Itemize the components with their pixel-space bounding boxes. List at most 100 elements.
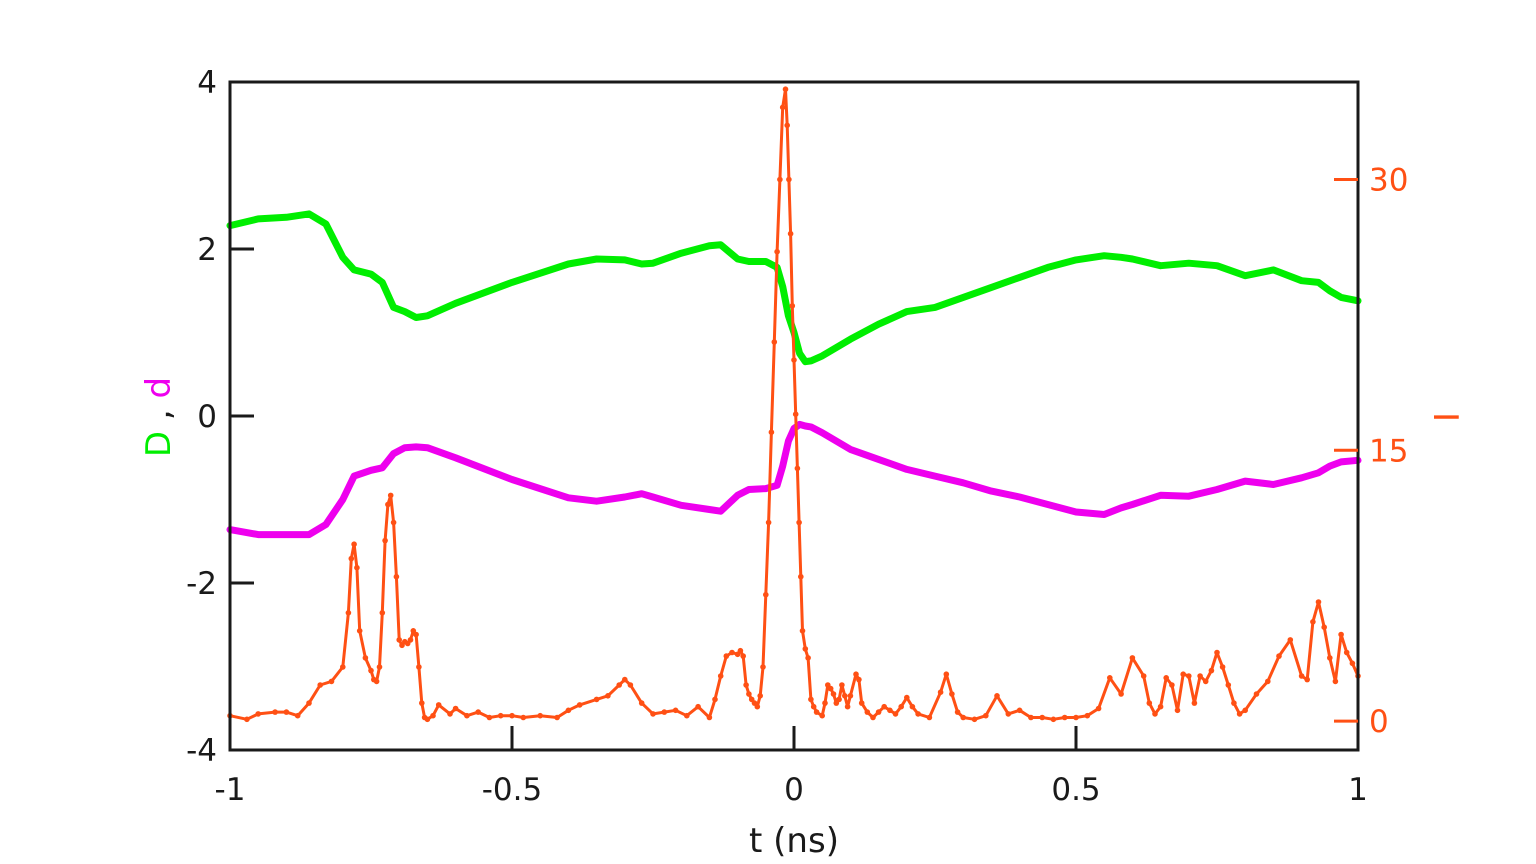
data-point-I xyxy=(376,664,383,670)
data-point-I xyxy=(1005,711,1012,717)
data-point-I xyxy=(864,709,871,715)
data-point-I xyxy=(475,709,482,715)
data-point-I xyxy=(784,122,790,129)
data-point-I xyxy=(306,700,312,706)
data-point-I xyxy=(760,664,766,670)
data-point-I xyxy=(1016,707,1023,714)
data-point-I xyxy=(430,712,436,719)
data-point-I xyxy=(971,716,978,723)
data-point-I xyxy=(1310,619,1316,625)
series-line-D xyxy=(226,210,1362,366)
data-point-I xyxy=(842,693,848,699)
data-point-I xyxy=(1208,667,1215,674)
series-line-d xyxy=(226,420,1362,539)
data-point-I xyxy=(565,707,572,714)
y-left-tick-label: 2 xyxy=(197,232,217,268)
data-point-I xyxy=(1202,678,1209,685)
x-axis: -1 -0.5 0 0.5 1 xyxy=(215,726,1368,808)
data-point-I xyxy=(1287,637,1294,643)
data-point-I xyxy=(1169,682,1175,688)
data-point-I xyxy=(616,682,622,688)
data-point-I xyxy=(1304,676,1310,683)
data-point-I xyxy=(870,714,876,721)
data-point-I xyxy=(497,712,504,719)
data-point-I xyxy=(706,714,713,721)
data-point-I xyxy=(847,693,854,699)
data-point-I xyxy=(396,637,403,643)
data-point-I xyxy=(424,716,431,723)
data-point-I xyxy=(836,696,842,703)
data-point-I xyxy=(774,248,780,255)
y-axis-left-label-part-2: d xyxy=(139,377,179,399)
y-right-tick-label: 30 xyxy=(1369,162,1408,198)
data-point-I xyxy=(949,691,955,697)
data-point-I xyxy=(810,703,817,710)
data-point-I xyxy=(407,637,414,643)
data-point-I xyxy=(356,628,363,634)
y-axis-left-label-part-1: , xyxy=(139,398,179,430)
data-point-I xyxy=(382,537,388,544)
data-point-I xyxy=(791,357,797,363)
data-point-I xyxy=(1095,705,1102,712)
data-point-I xyxy=(593,696,600,703)
data-point-I xyxy=(1265,678,1271,685)
data-point-I xyxy=(782,86,789,92)
data-point-I xyxy=(1253,691,1260,697)
data-point-I xyxy=(875,709,882,715)
data-point-I xyxy=(345,610,352,616)
series-line-I xyxy=(228,87,1360,721)
data-point-I xyxy=(1163,675,1169,681)
data-point-I xyxy=(283,709,290,715)
data-point-I xyxy=(638,700,645,706)
data-point-I xyxy=(858,700,865,706)
x-tick-label: -0.5 xyxy=(482,772,543,808)
data-point-I xyxy=(605,693,611,699)
data-point-I xyxy=(898,703,904,710)
data-point-I xyxy=(740,653,746,659)
data-point-I xyxy=(1338,631,1344,638)
data-point-I xyxy=(763,591,769,598)
data-point-I xyxy=(390,519,397,526)
data-point-I xyxy=(1146,700,1153,706)
data-point-I xyxy=(954,709,961,715)
data-point-I xyxy=(943,671,950,677)
data-point-I xyxy=(960,714,966,721)
data-point-I xyxy=(771,339,778,345)
data-point-I xyxy=(827,685,834,692)
x-axis-label: t (ns) xyxy=(749,821,839,861)
data-point-I xyxy=(1140,673,1147,679)
data-point-I xyxy=(362,655,369,661)
data-point-I xyxy=(746,691,752,697)
data-point-I xyxy=(805,655,811,661)
data-point-I xyxy=(351,541,357,547)
data-point-I xyxy=(1061,714,1068,721)
data-point-I xyxy=(743,682,749,688)
x-tick-label: 0.5 xyxy=(1051,772,1100,808)
y-axis-right-label: I xyxy=(1425,412,1465,422)
data-point-I xyxy=(294,712,301,719)
y-axis-right: 30 15 0 xyxy=(1334,162,1408,740)
data-point-I xyxy=(830,691,837,697)
data-point-I xyxy=(1084,712,1091,719)
data-point-I xyxy=(1327,655,1333,661)
data-point-I xyxy=(839,682,845,688)
data-point-I xyxy=(768,429,775,436)
data-point-I xyxy=(822,700,828,706)
data-point-I xyxy=(1186,673,1192,679)
y-left-tick-label: -2 xyxy=(186,566,217,602)
data-point-I xyxy=(737,647,744,654)
data-point-I xyxy=(244,716,250,723)
data-point-I xyxy=(1107,675,1113,681)
data-point-I xyxy=(853,671,859,677)
y-axis-left: 4 2 0 -2 -4 xyxy=(186,65,254,769)
y-left-tick-label: 0 xyxy=(197,399,217,435)
data-point-I xyxy=(779,104,786,111)
data-point-I xyxy=(447,711,453,717)
data-point-I xyxy=(717,673,724,679)
data-point-I xyxy=(1152,711,1158,717)
x-tick-label: 1 xyxy=(1348,772,1368,808)
data-point-I xyxy=(672,707,679,714)
data-point-I xyxy=(1174,707,1181,714)
y-left-tick-label: -4 xyxy=(186,733,217,769)
data-point-I xyxy=(661,709,668,715)
